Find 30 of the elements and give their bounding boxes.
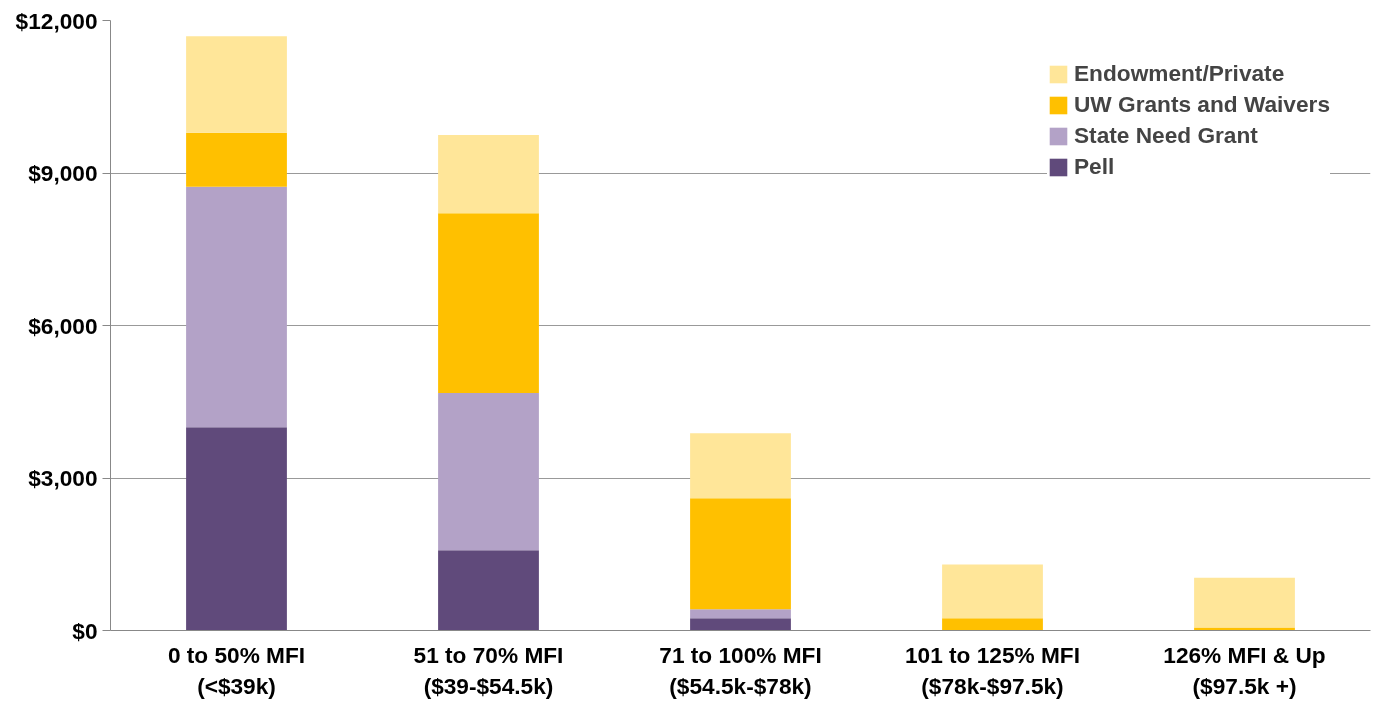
bar (186, 132, 287, 187)
bar (690, 609, 791, 619)
bar (438, 550, 539, 631)
bar (1194, 577, 1295, 628)
bar (942, 564, 1043, 619)
legend-label: Endowment/Private (1074, 60, 1285, 87)
legend-label: State Need Grant (1074, 122, 1258, 149)
bar (186, 427, 287, 631)
y-tick-label: $3,000 (28, 465, 98, 491)
legend-label: Pell (1074, 153, 1115, 180)
bar (438, 393, 539, 551)
x-tick-label: 126% MFI & Up ($97.5k +) (1163, 641, 1326, 699)
x-tick-label: 71 to 100% MFI ($54.5k-$78k) (659, 641, 822, 699)
x-tick-label: 101 to 125% MFI ($78k-$97.5k) (904, 641, 1081, 699)
bar (942, 618, 1043, 631)
bar (1194, 627, 1295, 631)
x-tick-label: 0 to 50% MFI (<$39k) (167, 641, 306, 699)
bar (438, 134, 539, 214)
bar (438, 213, 539, 394)
bar (690, 618, 791, 631)
bar (690, 498, 791, 610)
bar (690, 433, 791, 499)
y-tick-label: $9,000 (28, 160, 98, 186)
x-tick-label: 51 to 70% MFI ($39-$54.5k) (413, 641, 564, 699)
y-tick-label: $0 (72, 617, 98, 644)
y-tick-label: $6,000 (28, 312, 98, 339)
bar (186, 36, 287, 133)
bar (186, 186, 287, 428)
legend-label: UW Grants and Waivers (1074, 91, 1330, 118)
y-tick-label: $12,000 (15, 7, 98, 34)
